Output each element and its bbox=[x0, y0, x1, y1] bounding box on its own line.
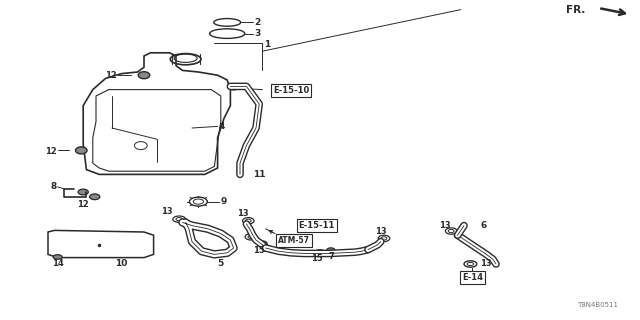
Text: 2: 2 bbox=[254, 18, 260, 27]
Ellipse shape bbox=[326, 248, 335, 253]
Text: ATM-57: ATM-57 bbox=[278, 236, 310, 245]
Text: E-14: E-14 bbox=[462, 273, 483, 282]
Text: 12: 12 bbox=[77, 200, 89, 209]
Text: 7: 7 bbox=[328, 252, 333, 261]
Text: E-15-10: E-15-10 bbox=[273, 86, 309, 95]
Text: 3: 3 bbox=[254, 29, 260, 38]
Text: 11: 11 bbox=[253, 170, 266, 179]
Ellipse shape bbox=[53, 255, 62, 259]
Ellipse shape bbox=[90, 194, 100, 200]
Text: 12: 12 bbox=[45, 147, 56, 156]
Text: 13: 13 bbox=[375, 227, 387, 236]
Text: 13: 13 bbox=[480, 260, 492, 268]
Text: 15: 15 bbox=[311, 254, 323, 263]
Text: 4: 4 bbox=[219, 122, 225, 131]
Text: 12: 12 bbox=[106, 71, 117, 80]
Text: 13: 13 bbox=[237, 209, 249, 218]
Ellipse shape bbox=[315, 250, 325, 255]
Ellipse shape bbox=[229, 86, 239, 90]
Ellipse shape bbox=[138, 72, 150, 79]
Text: 10: 10 bbox=[115, 260, 128, 268]
Ellipse shape bbox=[257, 241, 268, 247]
Text: 14: 14 bbox=[52, 260, 63, 268]
Text: 9: 9 bbox=[220, 197, 227, 206]
Text: 5: 5 bbox=[218, 259, 224, 268]
Text: 13: 13 bbox=[439, 221, 451, 230]
Text: E-15-11: E-15-11 bbox=[299, 221, 335, 230]
Text: 13: 13 bbox=[161, 207, 172, 216]
Ellipse shape bbox=[78, 189, 88, 195]
Text: 1: 1 bbox=[264, 40, 271, 49]
Text: 6: 6 bbox=[480, 221, 486, 230]
Text: T8N4B0511: T8N4B0511 bbox=[577, 302, 618, 308]
Text: 8: 8 bbox=[50, 182, 56, 191]
Text: FR.: FR. bbox=[566, 5, 586, 15]
Text: 15: 15 bbox=[253, 246, 265, 255]
Ellipse shape bbox=[76, 147, 87, 154]
